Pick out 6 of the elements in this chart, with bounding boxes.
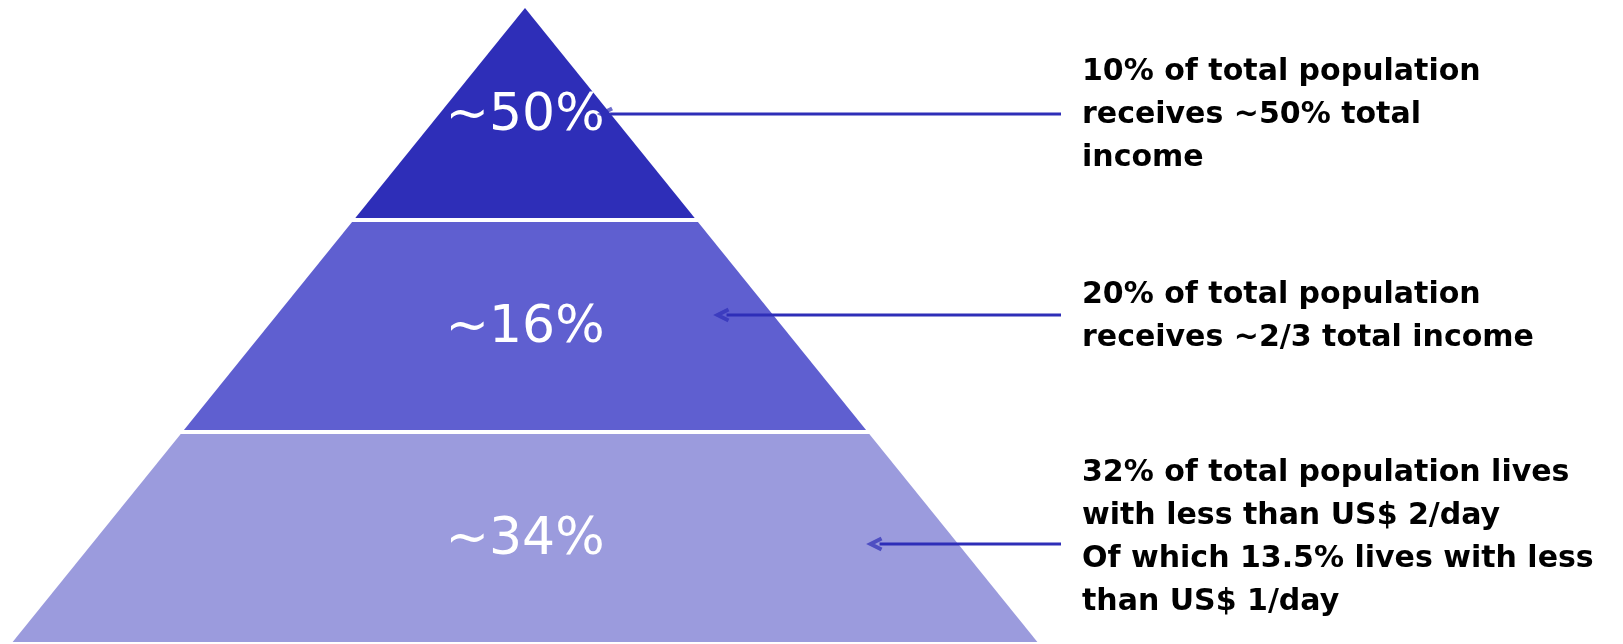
data-label: ~16% (445, 294, 605, 354)
data-label: ~50% (445, 82, 605, 142)
text: 10% of total population receives ~50% total income (1082, 52, 1481, 173)
data-label: ~34% (445, 506, 605, 566)
text: 32% of total population lives with less than US$ 2/day Of which 13.5% lives with less than US$ 1/day (1082, 452, 1594, 617)
text: 20% of total population receives ~2/3 total income (1082, 274, 1534, 353)
